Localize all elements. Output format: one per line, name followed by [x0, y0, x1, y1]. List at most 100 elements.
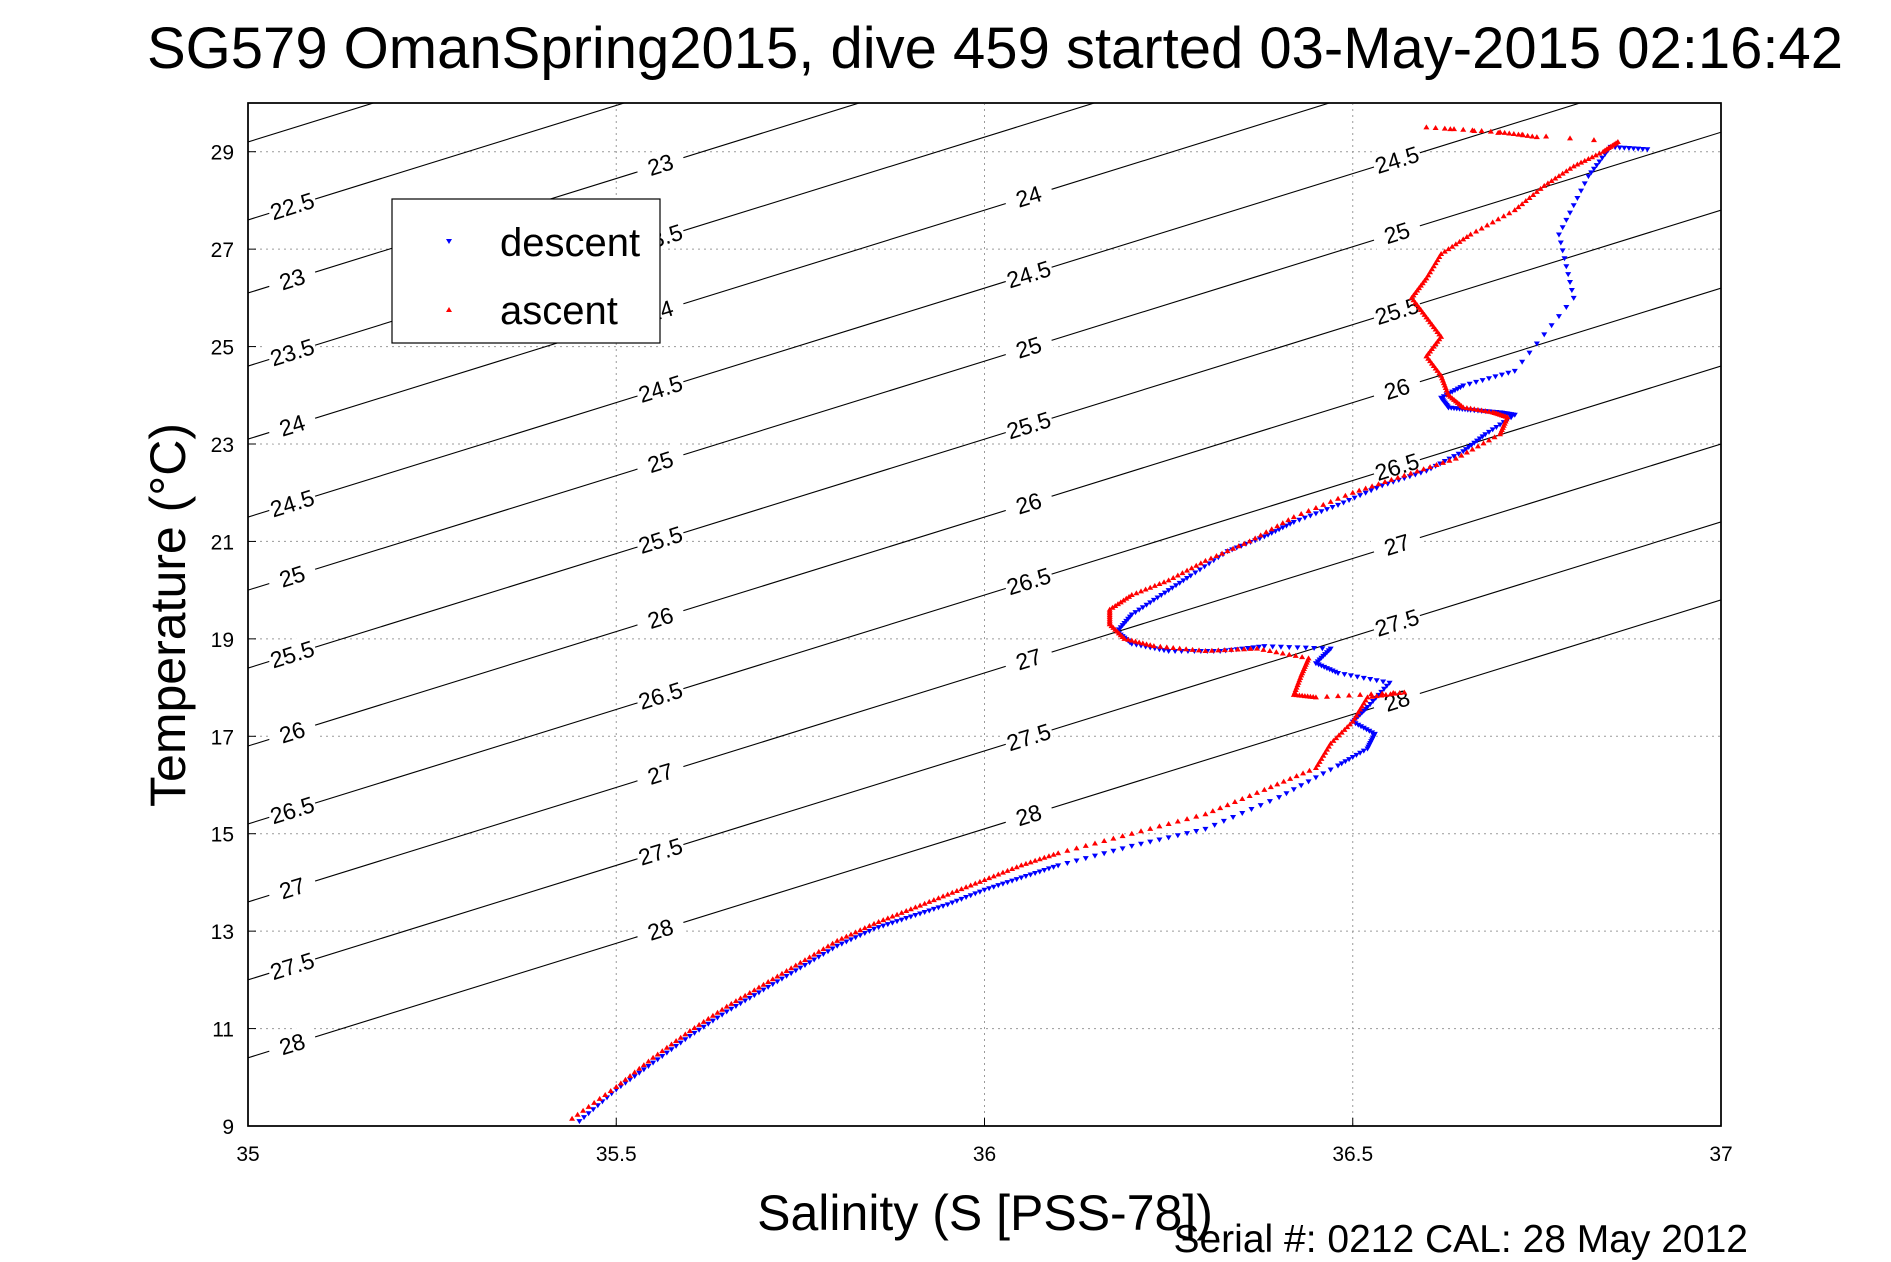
ascent-point — [1423, 275, 1430, 281]
ascent-point — [1423, 124, 1430, 130]
descent-point — [1460, 383, 1467, 389]
x-tick-label: 36 — [973, 1143, 996, 1166]
ascent-point — [751, 987, 758, 993]
descent-point — [1412, 472, 1419, 478]
ascent-point — [682, 1031, 689, 1037]
descent-point — [654, 1057, 661, 1063]
ascent-point — [1055, 850, 1062, 856]
descent-point — [645, 1064, 652, 1070]
ascent-point — [1207, 555, 1214, 561]
ascent-point — [880, 917, 887, 923]
descent-point — [1460, 449, 1467, 455]
ascent-point — [1379, 690, 1386, 696]
ascent-point — [1027, 859, 1034, 865]
descent-point — [769, 982, 776, 988]
descent-point — [1184, 831, 1191, 837]
ascent-point — [1188, 565, 1195, 571]
descent-point — [1511, 368, 1518, 374]
descent-point — [1327, 767, 1334, 773]
ascent-point — [1285, 517, 1292, 523]
descent-point — [714, 1015, 721, 1021]
ascent-point — [986, 875, 993, 881]
descent-point — [848, 937, 855, 943]
ascent-point — [1170, 574, 1177, 580]
ascent-point — [1351, 715, 1358, 721]
descent-point — [995, 883, 1002, 889]
y-tick-label: 13 — [211, 921, 234, 944]
descent-point — [1032, 870, 1039, 876]
descent-point — [792, 968, 799, 974]
ascent-point — [1506, 210, 1513, 216]
descent-point — [1362, 490, 1369, 496]
density-contour-label-bg — [265, 1023, 319, 1063]
ascent-point — [1299, 654, 1306, 660]
descent-point — [976, 889, 983, 895]
descent-point — [622, 1080, 629, 1086]
descent-point — [1055, 863, 1062, 869]
ascent-point — [990, 873, 997, 879]
ascent-point — [569, 1115, 576, 1121]
descent-point — [1559, 248, 1566, 254]
descent-point — [1269, 644, 1276, 650]
ascent-point — [1314, 761, 1321, 767]
ascent-point — [903, 908, 910, 914]
ascent-point — [1312, 764, 1319, 770]
descent-point — [1110, 848, 1117, 854]
descent-point — [1519, 359, 1526, 365]
ascent-point — [1013, 864, 1020, 870]
descent-point — [953, 898, 960, 904]
ascent-point — [995, 871, 1002, 877]
ascent-point — [1353, 712, 1360, 718]
descent-point — [1581, 181, 1588, 187]
ascent-point — [940, 893, 947, 899]
ascent-point — [797, 959, 804, 965]
descent-point — [1482, 432, 1489, 438]
ascent-point — [1449, 243, 1456, 249]
ascent-point — [783, 968, 790, 974]
ascent-point — [1567, 135, 1574, 141]
ascent-point — [1425, 272, 1432, 278]
descent-point — [1533, 341, 1540, 347]
descent-point — [1027, 872, 1034, 878]
descent-point — [1041, 867, 1048, 873]
descent-point — [1341, 672, 1348, 678]
ascent-point — [1320, 501, 1327, 507]
ascent-point — [1246, 792, 1253, 798]
descent-point — [1082, 856, 1089, 862]
ascent-point — [1335, 693, 1342, 699]
ascent-point — [1036, 856, 1043, 862]
descent-point — [1489, 427, 1496, 433]
descent-point — [1276, 527, 1283, 533]
ascent-point — [1123, 595, 1130, 601]
ascent-point — [1511, 207, 1518, 213]
descent-point — [778, 976, 785, 982]
descent-point — [1479, 434, 1486, 440]
descent-point — [1563, 217, 1570, 223]
ascent-point — [613, 1084, 620, 1090]
ascent-point — [1563, 168, 1570, 174]
x-axis-label: Salinity (S [PSS-78]) — [757, 1185, 1213, 1241]
ascent-point — [1495, 216, 1502, 222]
ascent-point — [1151, 582, 1158, 588]
density-contour-label-bg — [1001, 253, 1056, 293]
ascent-point — [755, 984, 762, 990]
descent-point — [1492, 374, 1499, 380]
density-contour-label-bg — [633, 675, 687, 715]
descent-point — [1635, 146, 1642, 152]
ascent-point — [907, 906, 914, 912]
density-contour-label-bg — [1001, 638, 1056, 678]
descent-point — [1283, 791, 1290, 797]
ascent-point — [1341, 726, 1348, 732]
descent-point — [1022, 874, 1029, 880]
descent-point — [650, 1060, 657, 1066]
density-contour-label-bg — [1001, 560, 1056, 600]
plot-area: 22.5232323.523.524242424.524.524.524.525… — [247, 102, 1722, 1127]
ascent-point — [1388, 476, 1395, 482]
ascent-point — [696, 1021, 703, 1027]
ascent-point — [1357, 691, 1364, 697]
descent-point — [728, 1006, 735, 1012]
ascent-point — [1254, 789, 1261, 795]
descent-point — [1570, 295, 1577, 301]
descent-point — [1290, 519, 1297, 525]
